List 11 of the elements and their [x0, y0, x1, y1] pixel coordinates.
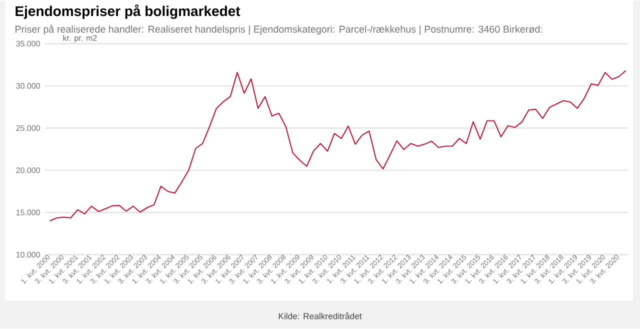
line-series: [49, 70, 626, 222]
chart-subtitle: Priser på realiserede handler: Realiseret handelspris | Ejendomskategori: Parcel-/rækkehus | Postnumre: 3460 Birkerød:: [16, 24, 542, 35]
y-tick-label: 10.000: [16, 252, 40, 258]
y-tick-label: 35.000: [16, 41, 40, 47]
y-tick-label: 30.000: [16, 83, 40, 89]
y-tick-label: 20.000: [16, 168, 40, 174]
y-axis-title: kr. pr. m2: [63, 35, 97, 43]
text: Kilde: Realkreditrådet: [278, 312, 362, 320]
y-tick-label: 15.000: [16, 210, 40, 216]
chart-title: Ejendomspriser på boligmarkedet: [16, 4, 240, 20]
y-tick-label: 25.000: [16, 125, 40, 132]
